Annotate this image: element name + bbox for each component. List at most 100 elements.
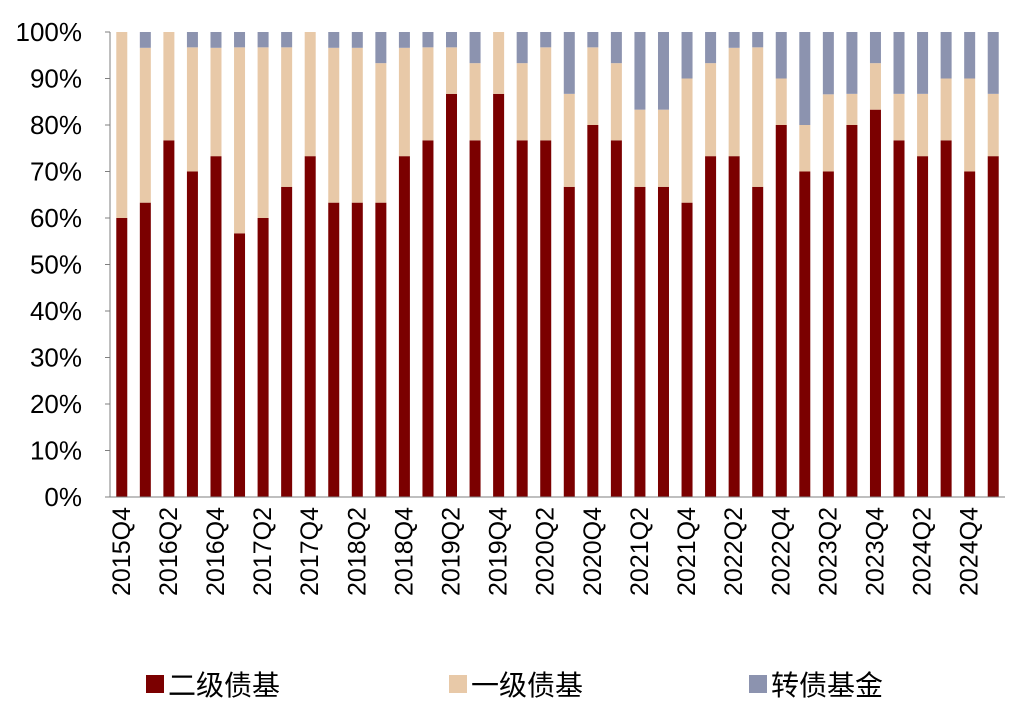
bar-segment-2018Q4-s1 xyxy=(398,156,410,497)
bar-segment-2019Q1-s1 xyxy=(422,140,434,497)
bar-segment-2024Q3-s2 xyxy=(940,78,952,141)
bar-segment-2020Q3-s3 xyxy=(563,32,575,94)
bar-segment-2019Q3-s1 xyxy=(469,140,481,497)
bar-segment-2018Q3-s3 xyxy=(375,32,387,64)
bar-segment-2024Q4-s2 xyxy=(964,78,976,172)
bar-segment-2018Q1-s2 xyxy=(328,47,340,203)
x-tick-label: 2016Q4 xyxy=(202,507,230,596)
bar-segment-2024Q1-s2 xyxy=(893,93,905,141)
bar-segment-2023Q2-s2 xyxy=(822,94,834,172)
bar-segment-2017Q1-s1 xyxy=(234,233,246,497)
legend-swatch-series-2 xyxy=(449,675,467,693)
bar-segment-2015Q4-s1 xyxy=(116,218,128,497)
bar-segment-2016Q1-s2 xyxy=(139,47,151,203)
bar-segment-2021Q3-s3 xyxy=(657,32,669,110)
bar-segment-2018Q1-s1 xyxy=(328,202,340,497)
legend-item-series-1: 二级债基 xyxy=(146,664,280,704)
x-tick-label: 2022Q4 xyxy=(767,507,795,596)
bar-segment-2024Q2-s3 xyxy=(917,32,929,94)
x-tick-label: 2023Q4 xyxy=(861,507,889,596)
bar-segment-2016Q1-s3 xyxy=(139,32,151,48)
bar-segment-2017Q3-s1 xyxy=(281,186,293,497)
bar-segment-2020Q1-s3 xyxy=(516,32,528,64)
bar-segment-2024Q1-s3 xyxy=(893,32,905,94)
bar-segment-2022Q1-s1 xyxy=(705,156,717,497)
bar-segment-2023Q4-s1 xyxy=(869,109,881,497)
bar-segment-2022Q2-s3 xyxy=(728,32,740,48)
bar-segment-2020Q2-s2 xyxy=(540,47,552,141)
bar-segment-2024Q2-s2 xyxy=(917,93,929,157)
bar-segment-2022Q4-s2 xyxy=(775,78,787,125)
bar-segment-2018Q4-s3 xyxy=(398,32,410,48)
bar-segment-2020Q2-s3 xyxy=(540,32,552,48)
x-tick-label: 2019Q4 xyxy=(485,507,513,596)
bar-segment-2021Q1-s3 xyxy=(610,32,622,64)
bar-segment-2020Q3-s1 xyxy=(563,186,575,497)
bar-segment-2018Q2-s3 xyxy=(351,32,363,48)
bar-segment-2021Q1-s2 xyxy=(610,63,622,141)
bar-segment-2018Q2-s2 xyxy=(351,47,363,203)
x-tick-label: 2015Q4 xyxy=(108,507,136,596)
bar-segment-2018Q2-s1 xyxy=(351,202,363,497)
x-tick-label: 2021Q2 xyxy=(626,507,654,596)
y-tick-label: 20% xyxy=(30,389,82,419)
y-tick-label: 30% xyxy=(30,343,82,373)
bar-segment-2017Q4-s1 xyxy=(304,156,316,497)
bar-segment-2025Q1-s2 xyxy=(987,93,999,157)
x-tick-label: 2023Q2 xyxy=(814,507,842,596)
bar-segment-2021Q2-s3 xyxy=(634,32,646,110)
bar-segment-2020Q1-s1 xyxy=(516,140,528,497)
bar-segment-2019Q3-s3 xyxy=(469,32,481,64)
bar-segment-2016Q4-s2 xyxy=(210,47,222,157)
bar-segment-2017Q1-s3 xyxy=(234,32,246,48)
legend: 二级债基 一级债基 转债基金 xyxy=(0,664,1020,704)
y-tick-label: 40% xyxy=(30,296,82,326)
bar-segment-2017Q3-s3 xyxy=(281,32,293,48)
legend-swatch-series-1 xyxy=(146,675,164,693)
bar-segment-2018Q4-s2 xyxy=(398,47,410,157)
bar-segment-2018Q3-s1 xyxy=(375,202,387,497)
bar-segment-2016Q3-s1 xyxy=(186,171,198,497)
bar-segment-2021Q3-s2 xyxy=(657,109,669,187)
stacked-bar-chart: 0% 10% 20% 30% 40% 50% 60% 70% 80% 90% 100% 2015Q4… xyxy=(16,17,1005,596)
bar-segment-2016Q1-s1 xyxy=(139,202,151,497)
bar-segment-2015Q4-s2 xyxy=(116,32,128,218)
bar-segment-2022Q2-s2 xyxy=(728,47,740,157)
bar-segment-2022Q3-s2 xyxy=(752,47,764,187)
x-tick-label: 2017Q4 xyxy=(296,507,324,596)
y-tick-label: 60% xyxy=(30,203,82,233)
bar-segment-2019Q4-s1 xyxy=(493,93,505,497)
bar-segment-2022Q1-s2 xyxy=(705,63,717,157)
bar-segment-2023Q1-s1 xyxy=(799,171,811,497)
bar-segment-2017Q2-s2 xyxy=(257,47,269,219)
bar-segment-2025Q1-s3 xyxy=(987,32,999,94)
bar-segment-2020Q4-s3 xyxy=(587,32,599,48)
bar-segment-2023Q1-s3 xyxy=(799,32,811,125)
bar-segment-2019Q2-s1 xyxy=(446,93,458,497)
x-tick-label: 2024Q2 xyxy=(909,507,937,596)
x-tick-label: 2018Q2 xyxy=(343,507,371,596)
bar-segment-2022Q4-s1 xyxy=(775,125,787,497)
bar-segment-2022Q1-s3 xyxy=(705,32,717,64)
legend-swatch-series-3 xyxy=(749,675,767,693)
bars-group xyxy=(116,32,999,497)
bar-segment-2019Q4-s2 xyxy=(493,32,505,94)
bar-segment-2024Q4-s3 xyxy=(964,32,976,79)
x-tick-label: 2020Q2 xyxy=(532,507,560,596)
legend-label-series-2: 一级债基 xyxy=(471,669,584,702)
bar-segment-2024Q3-s1 xyxy=(940,140,952,497)
x-tick-label: 2020Q4 xyxy=(579,507,607,596)
legend-item-series-3: 转债基金 xyxy=(749,664,883,704)
bar-segment-2018Q3-s2 xyxy=(375,63,387,203)
bar-segment-2019Q3-s2 xyxy=(469,63,481,141)
y-tick-label: 10% xyxy=(30,436,82,466)
bar-segment-2020Q4-s2 xyxy=(587,47,599,126)
bar-segment-2016Q4-s3 xyxy=(210,32,222,48)
bar-segment-2021Q3-s1 xyxy=(657,186,669,497)
x-tick-label: 2017Q2 xyxy=(249,507,277,596)
y-axis: 0% 10% 20% 30% 40% 50% 60% 70% 80% 90% 100% xyxy=(16,17,111,512)
bar-segment-2022Q3-s3 xyxy=(752,32,764,48)
bar-segment-2021Q2-s2 xyxy=(634,109,646,187)
bar-segment-2017Q4-s2 xyxy=(304,32,316,157)
bar-segment-2020Q2-s1 xyxy=(540,140,552,497)
